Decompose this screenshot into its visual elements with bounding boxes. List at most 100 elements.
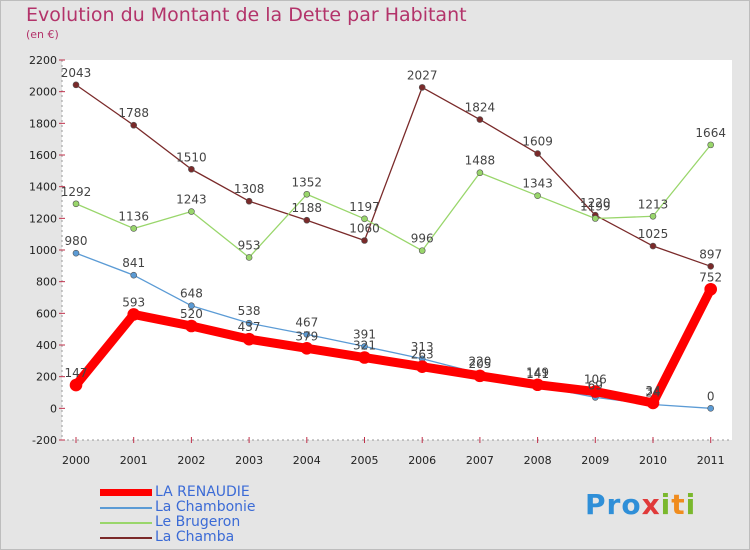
data-label-la-renaudie: 593 (122, 295, 145, 309)
data-point-le-brugeron (534, 192, 541, 199)
data-label-la-chamba: 1510 (176, 150, 207, 164)
series-line-la-chambonie (75, 252, 711, 409)
data-label-la-chambonie: 538 (238, 304, 261, 318)
data-point-la-renaudie (646, 396, 660, 410)
data-point-la-chamba (303, 216, 311, 224)
legend-swatch (100, 507, 152, 509)
data-label-la-renaudie: 147 (65, 366, 88, 380)
data-point-le-brugeron (130, 225, 137, 232)
data-label-la-renaudie: 437 (238, 320, 261, 334)
data-point-la-chamba (245, 197, 253, 205)
data-point-le-brugeron (245, 254, 253, 261)
data-point-le-brugeron (72, 200, 80, 208)
data-label-le-brugeron: 996 (411, 232, 434, 246)
y-tick-label: 1000 (29, 244, 57, 257)
series-line-le-brugeron (75, 144, 712, 259)
data-label-la-renaudie: 149 (526, 366, 549, 380)
data-label-le-brugeron: 1199 (580, 199, 611, 213)
data-label-le-brugeron: 1243 (176, 193, 207, 207)
chart-title: Evolution du Montant de la Dette par Hab… (26, 4, 467, 26)
data-label-la-chambonie: 313 (411, 340, 434, 354)
data-label-le-brugeron: 1197 (349, 200, 380, 214)
data-point-la-renaudie (69, 378, 83, 392)
data-point-la-chamba (649, 242, 657, 250)
data-label-la-renaudie: 205 (468, 357, 491, 371)
y-tick-label: 2200 (29, 54, 57, 67)
data-label-le-brugeron: 1664 (695, 126, 726, 140)
data-point-la-renaudie (415, 360, 429, 373)
data-point-la-chambonie (361, 343, 368, 350)
data-point-la-chamba (361, 237, 368, 244)
data-point-la-chambonie (707, 405, 715, 412)
data-label-le-brugeron: 1488 (465, 154, 496, 168)
legend-swatch (100, 537, 152, 539)
data-label-le-brugeron: 1352 (292, 175, 323, 189)
y-tick-label: 1800 (29, 117, 57, 130)
data-point-le-brugeron (188, 208, 195, 215)
x-tick-label: 2009 (581, 454, 609, 467)
x-tick-label: 2004 (293, 454, 321, 467)
data-point-la-renaudie (588, 385, 602, 398)
series-line-la-chamba (75, 84, 711, 267)
data-label-la-chamba: 1609 (522, 135, 553, 149)
data-point-la-renaudie (185, 319, 198, 333)
x-tick-label: 2003 (235, 454, 263, 467)
data-label-la-chamba: 1824 (465, 101, 496, 115)
x-tick-label: 2008 (524, 454, 552, 467)
data-label-la-chambonie: 220 (468, 355, 491, 369)
data-point-la-chamba (476, 116, 484, 123)
data-label-la-chambonie: 841 (122, 256, 145, 270)
data-point-le-brugeron (649, 212, 657, 220)
data-label-la-chambonie: 648 (180, 287, 203, 301)
x-tick-label: 2002 (177, 454, 205, 467)
legend-label: LA RENAUDIE (155, 484, 250, 500)
data-point-la-chambonie (303, 331, 311, 338)
y-tick-label: 1400 (29, 181, 57, 194)
data-point-la-chambonie (188, 302, 195, 310)
plot-area (62, 60, 732, 440)
data-point-la-renaudie (300, 342, 314, 355)
x-tick-label: 2007 (466, 454, 494, 467)
legend-label: La Chambonie (155, 499, 256, 515)
data-label-la-chambonie: 467 (295, 315, 318, 329)
data-point-la-chambonie (245, 319, 253, 327)
data-label-la-chambonie: 141 (526, 367, 549, 381)
y-tick-label: 200 (36, 371, 57, 384)
data-label-la-chambonie: 0 (707, 389, 715, 403)
x-tick-label: 2010 (639, 454, 667, 467)
y-tick-label: 0 (50, 402, 57, 415)
data-label-le-brugeron: 1343 (522, 177, 553, 191)
data-point-la-chamba (534, 150, 541, 157)
data-label-la-chamba: 2043 (61, 66, 92, 80)
data-point-la-chamba (188, 165, 195, 173)
data-point-la-renaudie (473, 369, 487, 383)
data-label-la-renaudie: 752 (699, 270, 722, 284)
x-tick-label: 2006 (408, 454, 436, 467)
data-label-la-renaudie: 263 (411, 348, 434, 362)
data-label-la-chamba: 1308 (234, 182, 265, 196)
data-label-la-chamba: 1025 (638, 227, 669, 241)
y-tick-label: -200 (32, 434, 57, 447)
data-label-le-brugeron: 953 (238, 238, 261, 252)
data-label-la-renaudie: 321 (353, 339, 376, 353)
data-point-le-brugeron (707, 141, 715, 149)
data-label-la-renaudie: 34 (645, 384, 660, 398)
data-point-la-renaudie (127, 308, 140, 321)
legend-label: La Chamba (155, 529, 235, 545)
data-point-la-renaudie (531, 378, 544, 392)
data-point-le-brugeron (591, 215, 599, 222)
y-tick-label: 800 (36, 276, 57, 289)
x-tick-label: 2011 (697, 454, 725, 467)
data-label-la-renaudie: 106 (584, 373, 607, 387)
x-tick-label: 2000 (62, 454, 90, 467)
series-line-la-renaudie (72, 287, 715, 408)
data-point-la-renaudie (242, 332, 256, 346)
legend-swatch (100, 522, 152, 524)
data-label-la-chamba: 1788 (118, 106, 149, 120)
data-point-la-chambonie (72, 249, 80, 257)
data-point-le-brugeron (418, 247, 426, 254)
data-label-la-chambonie: 69 (588, 378, 603, 392)
data-label-le-brugeron: 1292 (61, 185, 92, 199)
chart-subtitle: (en €) (26, 28, 59, 41)
